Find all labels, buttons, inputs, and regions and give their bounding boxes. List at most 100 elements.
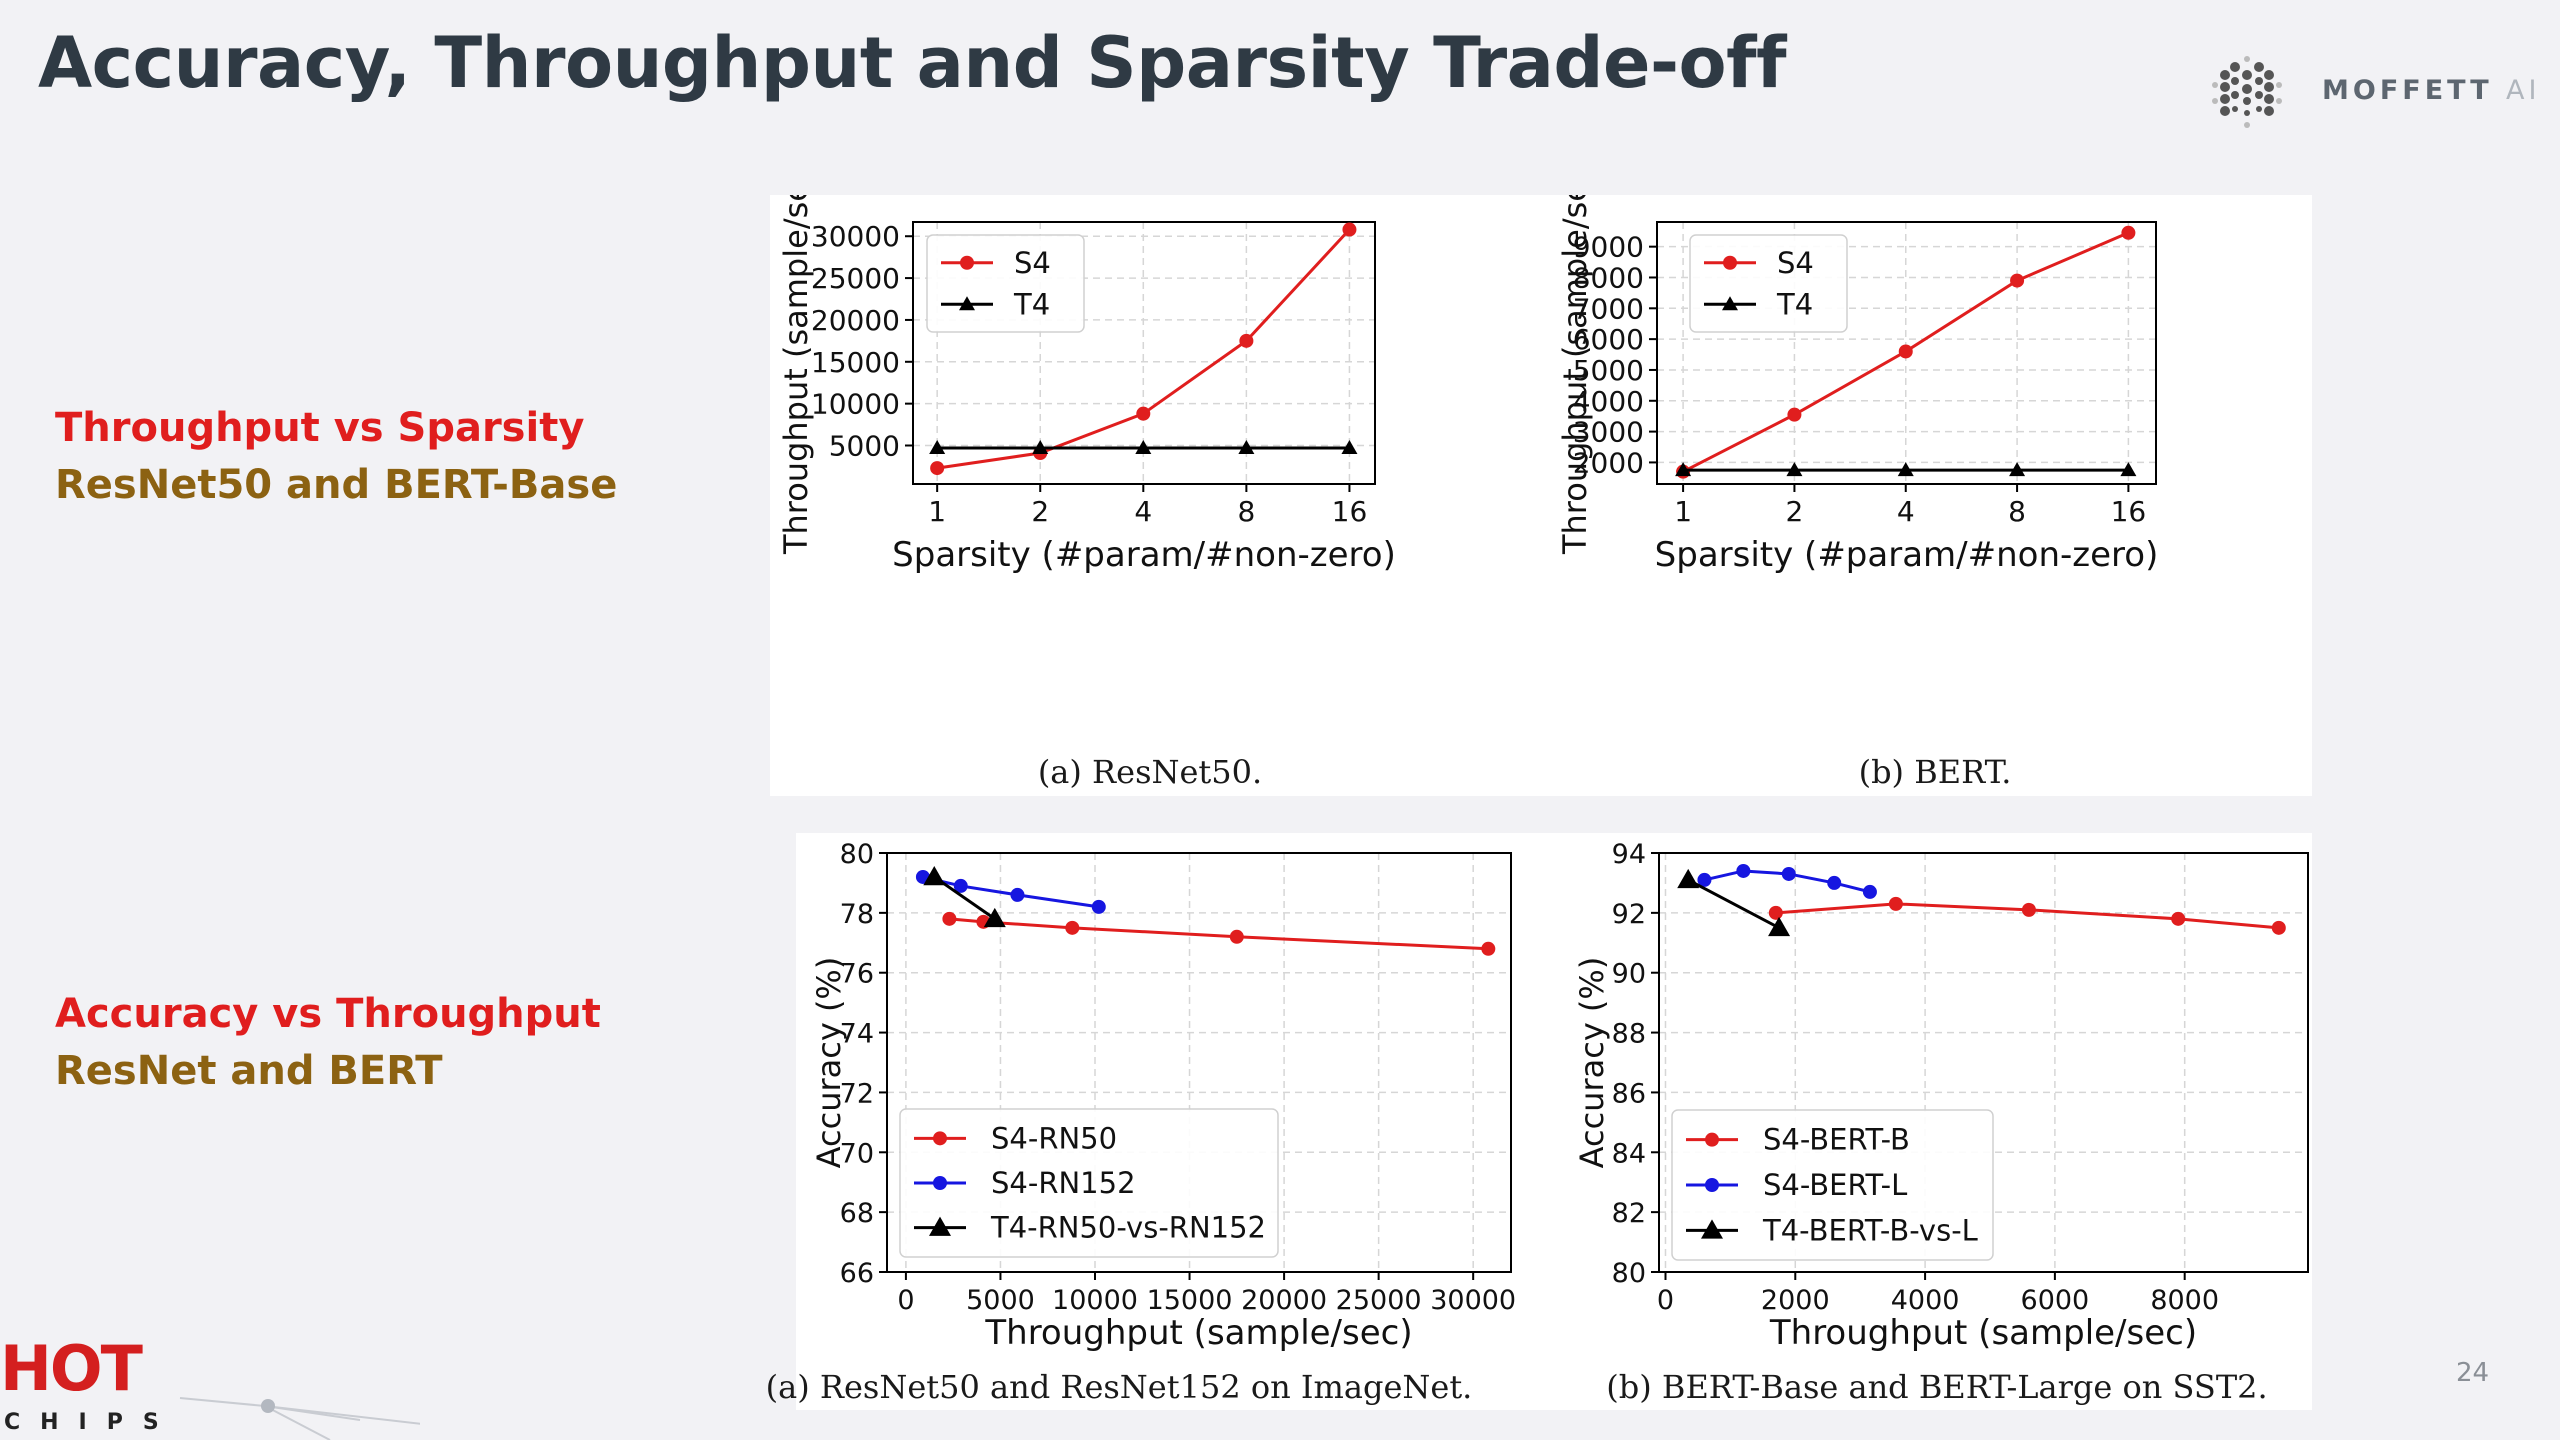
data-point-T4 [1897, 462, 1914, 477]
chart-resnet50-sparsity: 1 2 4 8 16 5000 10000 15000 20000 25000 30000 Spars… [777, 195, 1396, 575]
x-tick-label: 16 [1332, 495, 1368, 528]
chart-resnet-accuracy: 0 5000 10000 15000 20000 25000 30000 66 68 70 72 74… [810, 839, 1516, 1353]
data-point-S4 [1239, 333, 1254, 348]
y-tick-label: 68 [840, 1198, 874, 1229]
legend-label-T4: T4 [1013, 287, 1050, 321]
legend-marker-S4 [1723, 255, 1737, 270]
data-point-S4-BERT-B [1888, 896, 1903, 911]
data-point-S4 [2010, 273, 2025, 288]
legend-label-S4-BERT-B: S4-BERT-B [1763, 1123, 1910, 1157]
data-point-S4 [1898, 344, 1913, 359]
x-tick-label: 0 [897, 1285, 914, 1316]
plot-frame [886, 852, 1512, 1273]
chart-bert-accuracy: 0 2000 4000 6000 8000 80 82 84 86 88 90 92 94 Through… [1573, 839, 2309, 1353]
legend-label-T4: T4 [1776, 287, 1813, 321]
data-point-S4-BERT-L [1736, 863, 1751, 878]
legend-marker-S4-BERT-L [1705, 1178, 1719, 1192]
data-point-S4 [2121, 225, 2136, 240]
y-tick-label: 20000 [811, 304, 900, 337]
y-tick-label: 10000 [811, 388, 900, 421]
legend-label-T4-RN50-vs-RN152: T4-RN50-vs-RN152 [990, 1211, 1266, 1245]
data-point-S4-BERT-L [1827, 875, 1842, 890]
data-point-S4 [1787, 407, 1802, 422]
x-tick-label: 30000 [1430, 1285, 1516, 1316]
data-point-T4 [1675, 462, 1692, 477]
hotchips-logo: HOT CHIPS [0, 1338, 420, 1440]
section-title-accuracy-vs-throughput: Accuracy vs Throughput [55, 991, 601, 1037]
network-decoration-icon [179, 1397, 420, 1440]
x-tick-label: 2 [1786, 495, 1804, 528]
data-point-S4-RN152 [1091, 899, 1106, 914]
legend-label-S4-RN152: S4-RN152 [991, 1166, 1136, 1200]
legend-label-T4-BERT-B-vs-L: T4-BERT-B-vs-L [1762, 1213, 1978, 1247]
y-tick-label: 15000 [811, 346, 900, 379]
caption-resnet-accuracy: (a) ResNet50 and ResNet152 on ImageNet. [765, 1368, 1473, 1406]
y-tick-label: 25000 [811, 262, 900, 295]
data-point-T4 [1341, 440, 1358, 455]
x-axis-label: Throughput (sample/sec) [1769, 1313, 2197, 1353]
data-point-S4-BERT-B [1768, 905, 1783, 920]
data-point-T4-RN50-vs-RN152 [983, 907, 1006, 928]
legend-marker-T4 [1722, 296, 1738, 311]
y-tick-label: 80 [840, 839, 874, 870]
data-point-T4 [1238, 440, 1255, 455]
data-point-S4-RN50 [1481, 941, 1496, 956]
x-axis-label: Throughput (sample/sec) [984, 1313, 1412, 1353]
y-tick-label: 78 [840, 899, 874, 930]
x-tick-label: 8 [1237, 495, 1255, 528]
series-line-T4-BERT-B-vs-L [1687, 878, 1780, 930]
page-number: 24 [2456, 1358, 2490, 1388]
y-tick-label: 9000 [1573, 231, 1644, 264]
y-axis-label: Throughput (sample/sec) [1556, 195, 1594, 555]
data-point-S4-BERT-B [2171, 911, 2186, 926]
caption-resnet50-sparsity: (a) ResNet50. [1037, 753, 1263, 791]
y-tick-label: 2000 [1573, 446, 1644, 479]
logo-suffix: AI [2506, 75, 2541, 106]
x-tick-label: 0 [1657, 1285, 1674, 1316]
x-tick-label: 20000 [1241, 1285, 1327, 1316]
section-subtitle-throughput-vs-sparsity: ResNet50 and BERT-Base [55, 462, 618, 508]
x-tick-label: 2000 [1761, 1285, 1830, 1316]
data-point-S4-RN152 [953, 878, 968, 893]
data-point-S4-BERT-L [1862, 884, 1877, 899]
legend-label-S4-RN50: S4-RN50 [991, 1121, 1117, 1155]
legend-label-S4: S4 [1014, 246, 1051, 280]
legend-label-S4: S4 [1777, 246, 1814, 280]
figure-panel-accuracy: 0 5000 10000 15000 20000 25000 30000 66 68 70 72 74… [766, 833, 2312, 1410]
data-point-S4-BERT-L [1781, 866, 1796, 881]
x-tick-label: 5000 [966, 1285, 1035, 1316]
data-point-T4 [1032, 440, 1049, 455]
data-point-T4-BERT-B-vs-L [1677, 868, 1700, 889]
data-point-S4-BERT-B [2271, 920, 2286, 935]
y-tick-label: 70 [840, 1138, 874, 1169]
data-point-S4 [1136, 406, 1151, 421]
data-point-S4-RN50 [942, 911, 957, 926]
y-tick-label: 30000 [811, 220, 900, 253]
y-tick-label: 94 [1612, 839, 1646, 870]
figure-panel-sparsity: 1 2 4 8 16 5000 10000 15000 20000 25000 30000 Spars… [770, 195, 2312, 796]
y-tick-label: 88 [1612, 1019, 1646, 1050]
legend-box [1671, 1109, 1994, 1261]
y-tick-label: 3000 [1573, 416, 1644, 449]
legend-marker-S4-RN50 [933, 1131, 947, 1146]
x-tick-label: 4 [1134, 495, 1152, 528]
x-tick-label: 6000 [2021, 1285, 2090, 1316]
legend-label-S4-BERT-L: S4-BERT-L [1763, 1168, 1907, 1202]
x-tick-label: 10000 [1052, 1285, 1138, 1316]
x-axis-label: Sparsity (#param/#non-zero) [1655, 535, 2159, 575]
y-tick-label: 72 [840, 1078, 874, 1109]
data-point-S4 [930, 461, 945, 476]
caption-bert-accuracy: (b) BERT-Base and BERT-Large on SST2. [1606, 1368, 2268, 1406]
moffett-logo-mark-icon [2212, 56, 2282, 128]
legend-box [1689, 234, 1848, 333]
caption-bert-sparsity: (b) BERT. [1858, 753, 2012, 791]
y-tick-label: 4000 [1573, 385, 1644, 418]
x-tick-label: 4000 [1891, 1285, 1960, 1316]
data-point-T4-BERT-B-vs-L [1768, 916, 1791, 937]
data-point-T4-RN50-vs-RN152 [923, 865, 946, 886]
x-tick-label: 8 [2008, 495, 2026, 528]
x-tick-label: 15000 [1147, 1285, 1233, 1316]
legend-marker-T4-RN50-vs-RN152 [929, 1216, 951, 1236]
x-tick-label: 25000 [1336, 1285, 1422, 1316]
